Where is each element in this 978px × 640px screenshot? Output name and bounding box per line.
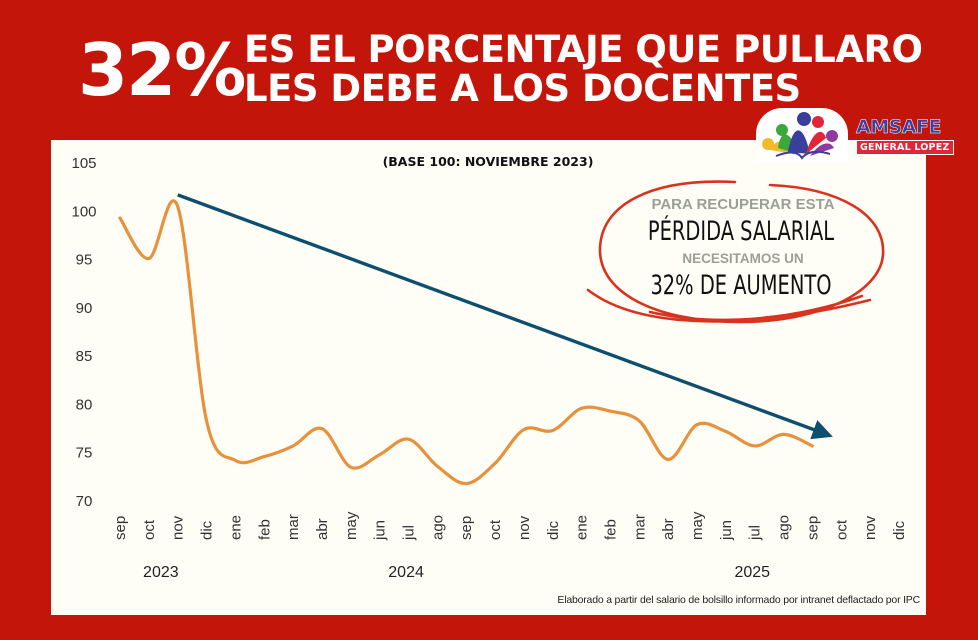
data-point (667, 458, 670, 461)
chart-title: (BASE 100: NOVIEMBRE 2023) (383, 154, 594, 169)
callout-line-3: NECESITAMOS UN (682, 251, 804, 266)
callout-line-2: PÉRDIDA SALARIAL (647, 216, 835, 247)
x-tick-label: ene (574, 515, 591, 540)
x-tick-label: sep (458, 516, 475, 540)
x-tick-label: nov (862, 515, 879, 540)
data-point (119, 217, 122, 220)
data-point (696, 423, 699, 426)
trend-arrow (177, 193, 833, 440)
y-tick-label: 70 (76, 493, 93, 510)
x-tick-label: nov (170, 515, 187, 540)
x-tick-label: oct (487, 519, 504, 540)
logo-name: AMSAFE (856, 116, 942, 139)
data-point (147, 257, 150, 260)
data-point (176, 205, 179, 208)
x-tick-label: jul (747, 525, 764, 541)
chart-panel (51, 140, 926, 615)
x-tick-label: jun (372, 520, 389, 541)
logo-subtitle: GENERAL LOPEZ (856, 140, 954, 155)
y-tick-label: 105 (71, 155, 96, 172)
data-point (407, 438, 410, 441)
x-tick-label: oct (141, 519, 158, 540)
x-tick-label: abr (314, 518, 331, 540)
x-tick-label: oct (833, 519, 850, 540)
x-tick-label: feb (602, 519, 619, 540)
year-label: 2025 (734, 564, 770, 581)
x-tick-label: abr (660, 518, 677, 540)
callout-line-4: 32% DE AUMENTO (650, 270, 832, 301)
y-axis-ticks: 70 75 80 85 90 95 100 105 (71, 155, 96, 510)
data-point (349, 466, 352, 469)
data-point (638, 419, 641, 422)
data-point (724, 430, 727, 433)
x-tick-label: may (343, 511, 360, 540)
x-tick-label: mar (285, 514, 302, 540)
x-tick-label: sep (804, 516, 821, 540)
data-point (609, 410, 612, 413)
year-label: 2023 (143, 564, 179, 581)
y-tick-label: 95 (76, 252, 93, 269)
y-tick-label: 100 (71, 203, 96, 220)
data-point (811, 444, 814, 447)
logo-people-icon (762, 112, 838, 160)
data-point (292, 444, 295, 447)
data-point (753, 444, 756, 447)
source-credit: Elaborado a partir del salario de bolsil… (557, 594, 920, 606)
headline-line-1: ES EL PORCENTAJE QUE PULLARO (244, 28, 923, 71)
x-axis-ticks: sep oct nov dic ene feb mar abr may jun jul ago sep o… (112, 511, 908, 541)
amsafe-logo: AMSAFE GENERAL LOPEZ (756, 108, 956, 162)
data-point (234, 459, 237, 462)
year-label: 2024 (388, 564, 424, 581)
data-point (320, 427, 323, 430)
headline-percent: 32% (78, 28, 246, 112)
data-point (465, 482, 468, 485)
data-point (378, 453, 381, 456)
data-point (205, 419, 208, 422)
data-point (436, 465, 439, 468)
x-tick-label: jul (401, 525, 418, 541)
x-tick-label: may (689, 511, 706, 540)
x-tick-label: ago (776, 515, 793, 540)
data-point (263, 455, 266, 458)
x-tick-label: ago (429, 515, 446, 540)
data-point (782, 433, 785, 436)
data-point (551, 429, 554, 432)
callout-ring (586, 180, 885, 324)
x-tick-label: ene (227, 515, 244, 540)
headline-text: ES EL PORCENTAJE QUE PULLARO LES DEBE A … (244, 28, 923, 110)
callout-line-1: PARA RECUPERAR ESTA (651, 196, 835, 213)
y-tick-label: 85 (76, 348, 93, 365)
x-tick-label: feb (256, 519, 273, 540)
x-tick-label: dic (199, 520, 216, 540)
x-tick-label: jun (718, 520, 735, 541)
x-tick-label: nov (516, 515, 533, 540)
data-point (522, 428, 525, 431)
y-tick-label: 90 (76, 300, 93, 317)
x-tick-label: dic (891, 520, 908, 540)
x-tick-label: dic (545, 520, 562, 540)
x-tick-label: mar (631, 514, 648, 540)
data-point (494, 462, 497, 465)
y-tick-label: 80 (76, 396, 93, 413)
y-tick-label: 75 (76, 445, 93, 462)
x-tick-label: sep (112, 516, 129, 540)
series-line (118, 199, 814, 486)
headline-line-2: LES DEBE A LOS DOCENTES (244, 67, 801, 110)
year-labels: 2023 2024 2025 (143, 564, 770, 581)
data-point (580, 407, 583, 410)
